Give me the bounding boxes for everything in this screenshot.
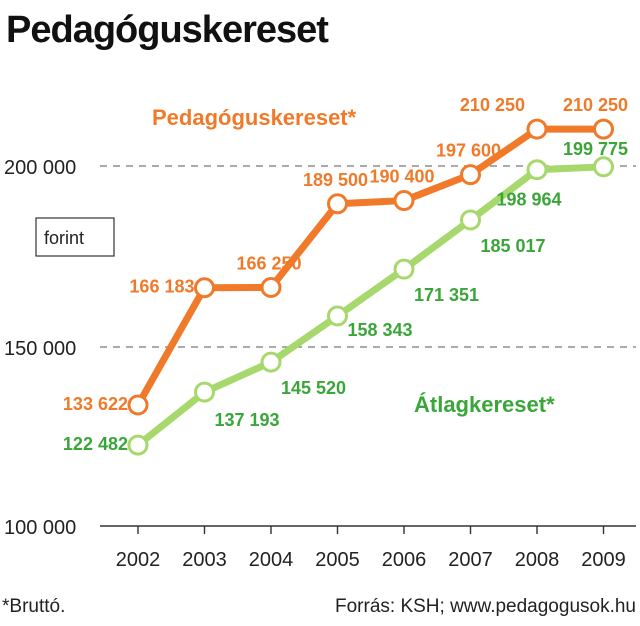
teacher-line: [134, 125, 607, 409]
legend-average-label: Átlagkereset*: [414, 392, 555, 417]
teacher-point-2006: [393, 190, 415, 212]
average-value-label-2007: 185 017: [481, 236, 546, 256]
unit-box-frame: [35, 217, 115, 257]
teacher-point-2007: [460, 164, 481, 186]
x-tick-label-2005: 2005: [315, 549, 360, 571]
average-point-2006: [393, 258, 415, 280]
teacher-value-label-2006: 190 400: [369, 167, 434, 187]
teacher-point-2008: [526, 118, 548, 140]
chart-title: Pedagóguskereset: [6, 9, 329, 51]
teacher-value-label-2008: 210 250: [460, 95, 525, 115]
teacher-point-2004: [260, 277, 282, 298]
x-axis-ticks: 2002 2003 2004 2005 2006 2007 2008 2009: [116, 526, 626, 571]
average-point-2003: [194, 381, 215, 403]
average-point-2004: [260, 351, 282, 373]
average-point-2007: [460, 209, 481, 231]
average-value-label-2002: 122 482: [63, 434, 128, 454]
unit-box: forint: [35, 217, 115, 257]
average-value-label-2008: 198 964: [496, 190, 561, 210]
average-point-2008: [526, 159, 548, 181]
teacher-value-label-2004: 166 250: [236, 254, 301, 274]
average-value-label-2006: 171 351: [414, 285, 479, 305]
x-tick-label-2007: 2007: [448, 549, 493, 571]
footnote: *Bruttó.: [2, 596, 65, 617]
x-tick-label-2009: 2009: [581, 549, 626, 571]
average-value-label-2003: 137 193: [215, 410, 280, 430]
average-point-2005: [327, 305, 348, 327]
x-tick-label-2006: 2006: [382, 549, 427, 571]
average-value-label-2004: 145 520: [281, 378, 346, 398]
teacher-value-label-2003: 166 183: [129, 277, 194, 297]
source-note: Forrás: KSH; www.pedagogusok.hu: [335, 596, 636, 617]
y-tick-label-150000: 150 000: [4, 338, 76, 360]
teacher-value-label-2007: 197 600: [436, 141, 501, 161]
teacher-point-2005: [327, 193, 348, 215]
grid-and-axes: 200 000 150 000 100 000: [4, 157, 636, 539]
average-line: [134, 163, 607, 449]
average-value-label-2005: 158 343: [348, 320, 413, 340]
x-tick-label-2003: 2003: [182, 549, 227, 571]
teacher-value-label-2002: 133 622: [63, 394, 128, 414]
y-tick-label-200000: 200 000: [4, 157, 76, 179]
x-tick-label-2008: 2008: [515, 549, 560, 571]
average-point-2002: [127, 434, 149, 456]
x-tick-label-2004: 2004: [249, 549, 294, 571]
average-point-2009: [593, 156, 614, 178]
teacher-point-2009: [593, 118, 614, 140]
y-tick-label-100000: 100 000: [4, 517, 76, 539]
teacher-value-label-2009: 210 250: [563, 95, 628, 115]
teacher-point-2003: [194, 277, 215, 299]
teacher-value-label-2005: 189 500: [303, 170, 368, 190]
teacher-point-2002: [127, 394, 149, 416]
average-value-label-2009: 199 775: [563, 139, 628, 159]
x-tick-label-2002: 2002: [116, 549, 161, 571]
legend-teacher-label: Pedagóguskereset*: [152, 105, 357, 130]
unit-label: forint: [44, 228, 84, 248]
